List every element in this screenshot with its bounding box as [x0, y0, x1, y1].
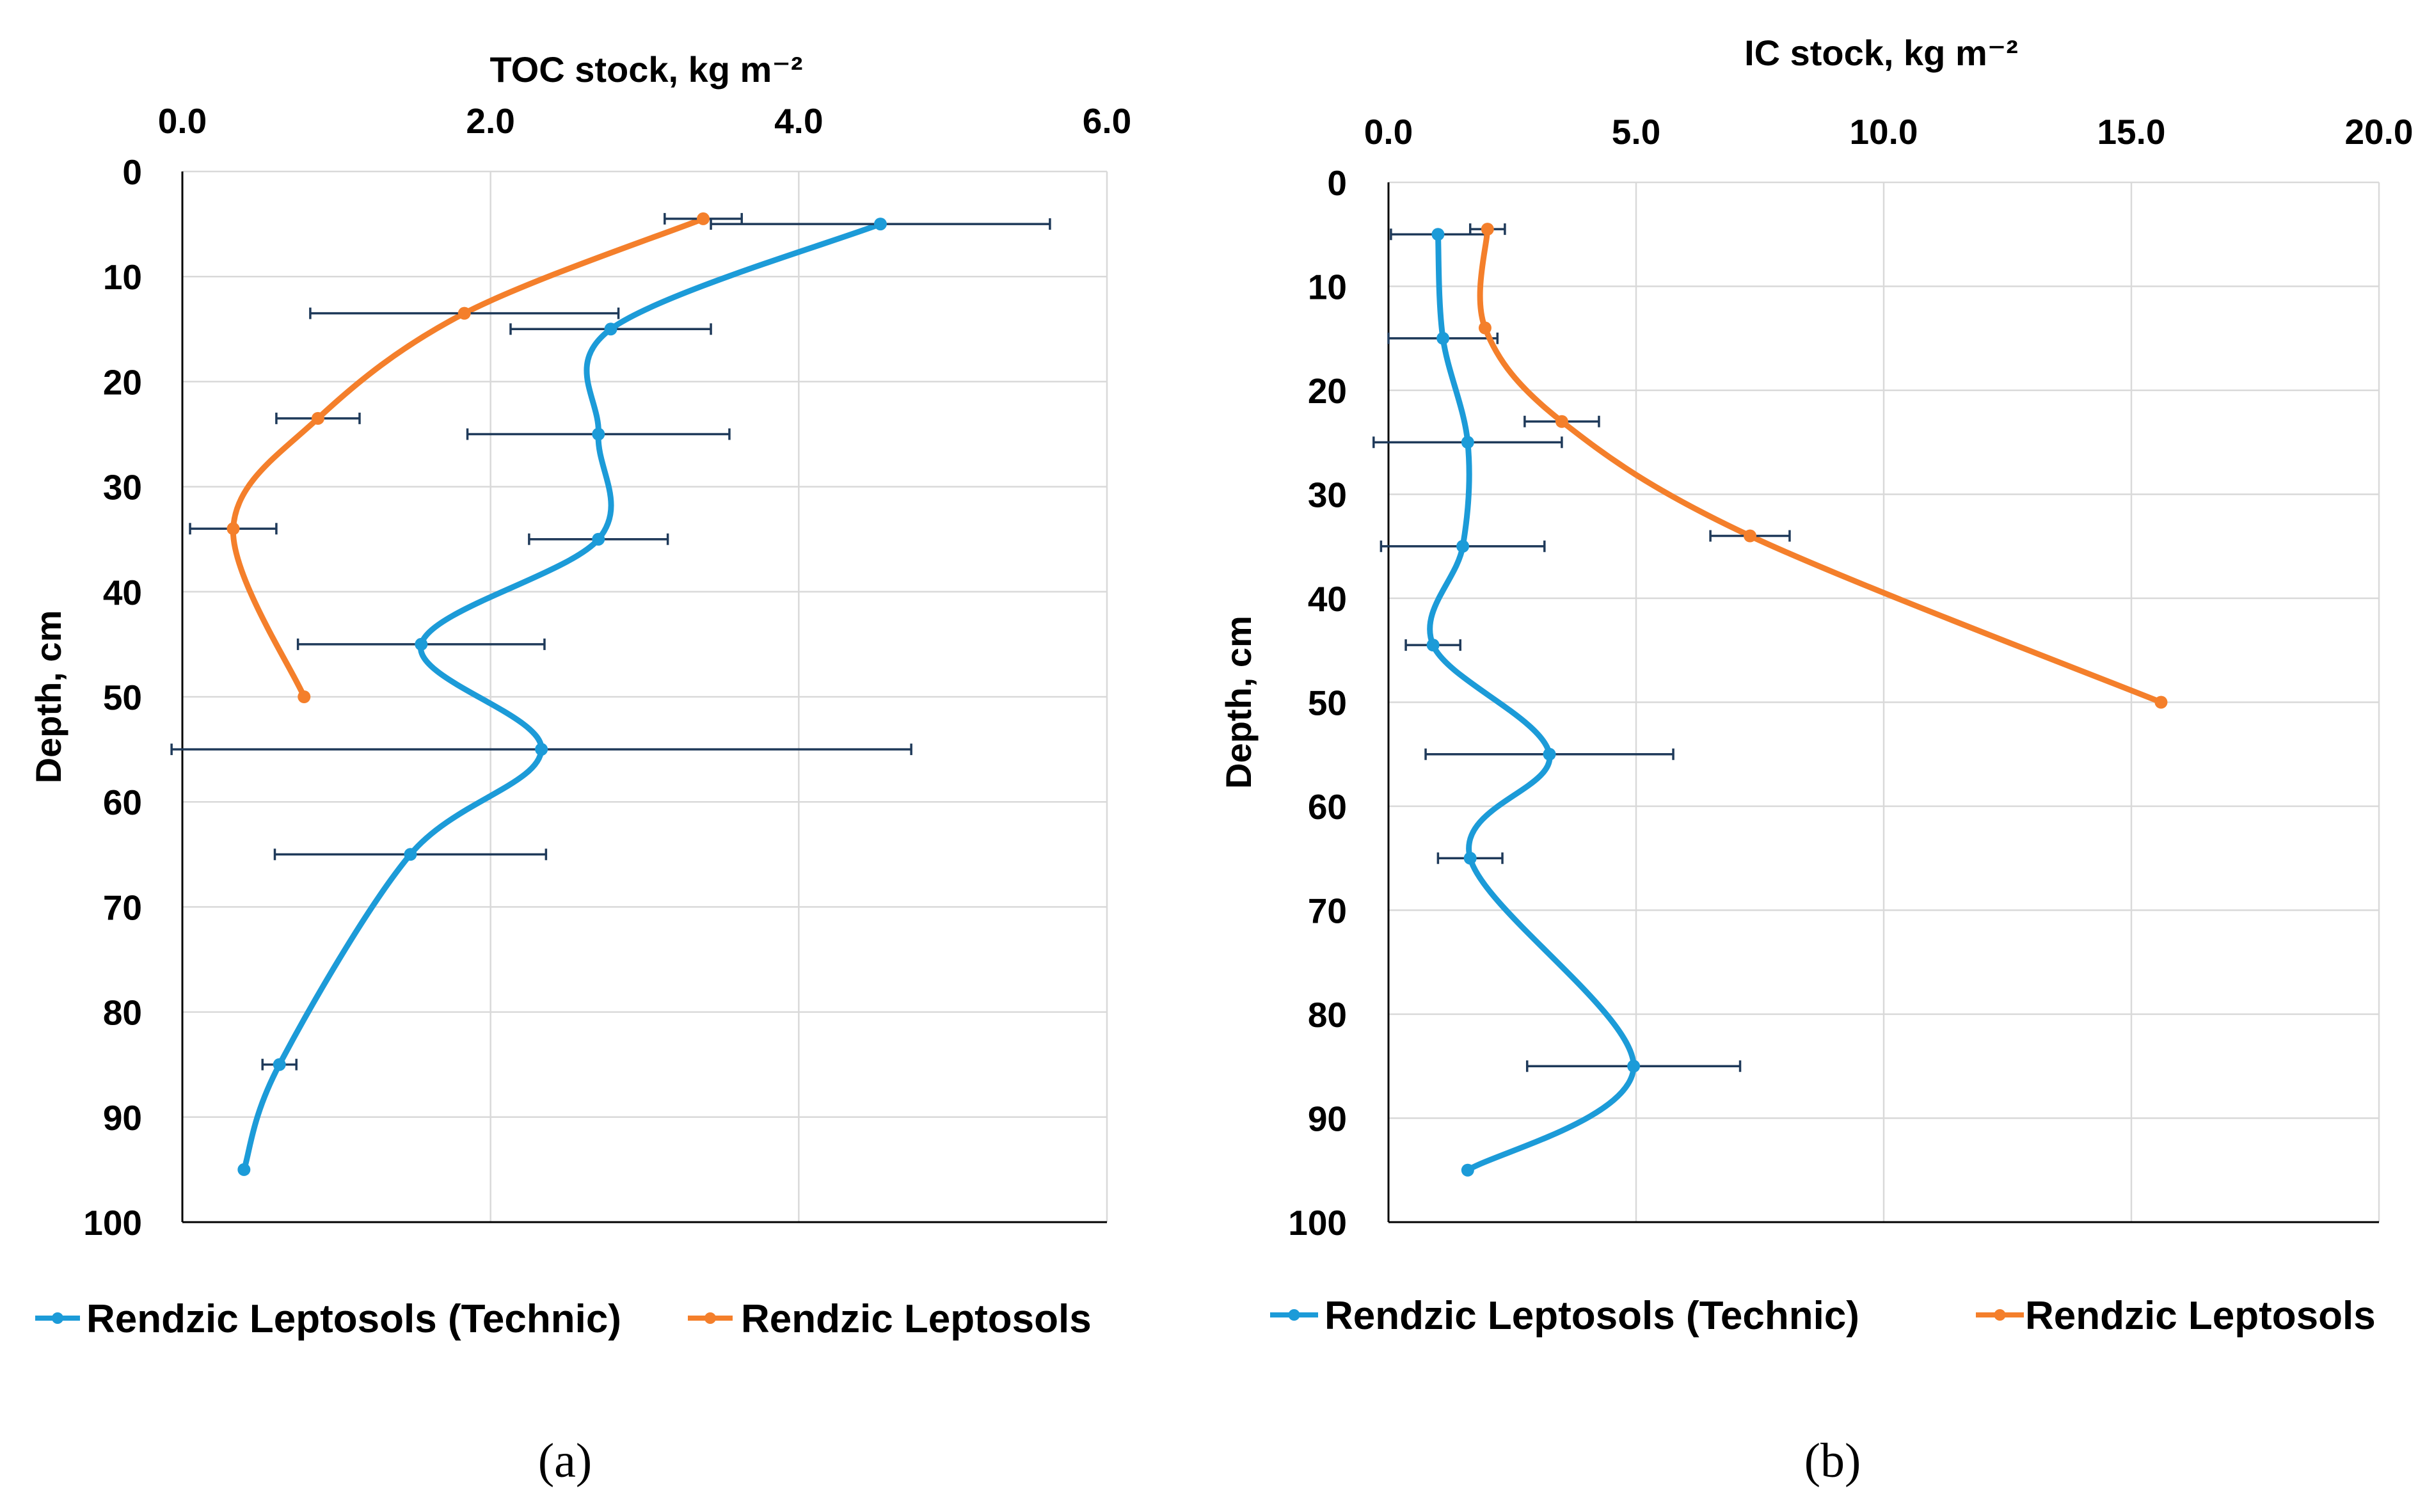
- y-tick-label: 20: [103, 362, 142, 402]
- y-tick-label: 40: [103, 573, 142, 612]
- legend-swatch-marker: [52, 1312, 63, 1324]
- y-axis-title: Depth, cm: [1218, 616, 1259, 789]
- y-tick-label: 70: [1308, 891, 1347, 931]
- data-point: [1436, 331, 1450, 345]
- y-tick-label: 90: [1308, 1099, 1347, 1139]
- data-point: [1426, 639, 1440, 652]
- y-tick-label: 100: [83, 1203, 142, 1243]
- data-point: [1463, 852, 1477, 865]
- data-point: [592, 532, 605, 546]
- panel-label: (a): [538, 1434, 592, 1488]
- series-leptosols: [1468, 223, 2168, 709]
- y-tick-label: 100: [1288, 1203, 1347, 1243]
- data-point: [311, 411, 324, 425]
- data-point: [1431, 228, 1445, 241]
- legend: Rendzic Leptosols (Technic) Rendzic Lepto…: [1270, 1294, 2376, 1338]
- y-tick-label: 40: [1308, 579, 1347, 619]
- y-axis-title: Depth, cm: [28, 610, 68, 784]
- data-point: [1461, 436, 1474, 449]
- x-tick-label: 0.0: [158, 101, 207, 141]
- data-point: [2154, 696, 2168, 709]
- data-point: [1456, 539, 1470, 553]
- legend-label: Rendzic Leptosols (Technic): [86, 1297, 621, 1341]
- data-point: [697, 212, 710, 225]
- data-point: [404, 848, 417, 861]
- x-axis-title: TOC stock, kg m⁻²: [489, 49, 802, 90]
- data-point: [873, 218, 887, 231]
- y-tick-label: 80: [1308, 995, 1347, 1035]
- data-point: [1481, 223, 1494, 236]
- data-point: [457, 306, 471, 320]
- x-tick-label: 0.0: [1364, 112, 1413, 152]
- data-point: [1478, 321, 1491, 335]
- y-tick-label: 30: [1308, 475, 1347, 515]
- x-axis-title: IC stock, kg m⁻²: [1744, 33, 2018, 73]
- y-tick-label: 0: [1327, 163, 1347, 203]
- data-point: [298, 690, 311, 703]
- data-point: [1461, 1163, 1474, 1177]
- x-tick-label: 15.0: [2097, 112, 2165, 152]
- y-tick-label: 60: [1308, 787, 1347, 827]
- y-tick-label: 10: [1308, 267, 1347, 307]
- y-tick-label: 30: [103, 468, 142, 507]
- series-line: [230, 216, 706, 700]
- chart-panel-b: 0.0 5.0 10.0 15.0 20.0 0 10 20 30 40 50 60 70 80 90 100…: [1218, 33, 2414, 1488]
- y-tick-label: 70: [103, 887, 142, 927]
- data-point: [227, 522, 240, 536]
- y-tick-label: 90: [103, 1098, 142, 1138]
- series-technic: [1372, 228, 1742, 1177]
- data-point: [592, 427, 605, 441]
- chart-panel-a: 0.0 2.0 4.0 6.0 0 10 20 30 40 50 60 70 80 90 100 TOC st…: [28, 49, 1131, 1488]
- y-tick-label: 80: [103, 993, 142, 1033]
- data-point: [1744, 529, 1757, 543]
- legend-label: Rendzic Leptosols (Technic): [1324, 1294, 1859, 1338]
- series-technic: [170, 218, 1051, 1176]
- x-tick-label: 6.0: [1083, 101, 1131, 141]
- x-tick-label: 10.0: [1849, 112, 1918, 152]
- legend-label: Rendzic Leptosols: [741, 1297, 1092, 1341]
- data-point: [237, 1163, 251, 1176]
- data-point: [535, 743, 548, 756]
- data-point: [415, 637, 428, 651]
- legend-swatch-marker: [1994, 1309, 2006, 1321]
- series-line: [1477, 226, 2164, 705]
- series-line: [1427, 231, 1637, 1174]
- legend-swatch-marker: [1288, 1309, 1300, 1321]
- data-point: [1555, 415, 1568, 428]
- y-tick-label: 60: [103, 783, 142, 822]
- x-tick-label: 20.0: [2344, 112, 2413, 152]
- panel-label: (b): [1804, 1434, 1861, 1488]
- data-point: [1543, 747, 1556, 761]
- y-tick-label: 50: [1308, 683, 1347, 723]
- legend-swatch-marker: [704, 1312, 716, 1324]
- y-tick-label: 0: [122, 152, 142, 192]
- x-tick-label: 5.0: [1612, 112, 1660, 152]
- gridlines: [181, 170, 1108, 1223]
- y-tick-label: 20: [1308, 371, 1347, 411]
- y-tick-label: 50: [103, 678, 142, 717]
- data-point: [1627, 1060, 1641, 1073]
- data-point: [273, 1058, 286, 1071]
- x-tick-label: 2.0: [466, 101, 514, 141]
- x-tick-label: 4.0: [774, 101, 823, 141]
- series-leptosols: [189, 212, 743, 703]
- y-tick-label: 10: [103, 257, 142, 297]
- legend-label: Rendzic Leptosols: [2025, 1294, 2376, 1338]
- legend: Rendzic Leptosols (Technic) Rendzic Lepto…: [35, 1297, 1092, 1341]
- data-point: [604, 322, 617, 336]
